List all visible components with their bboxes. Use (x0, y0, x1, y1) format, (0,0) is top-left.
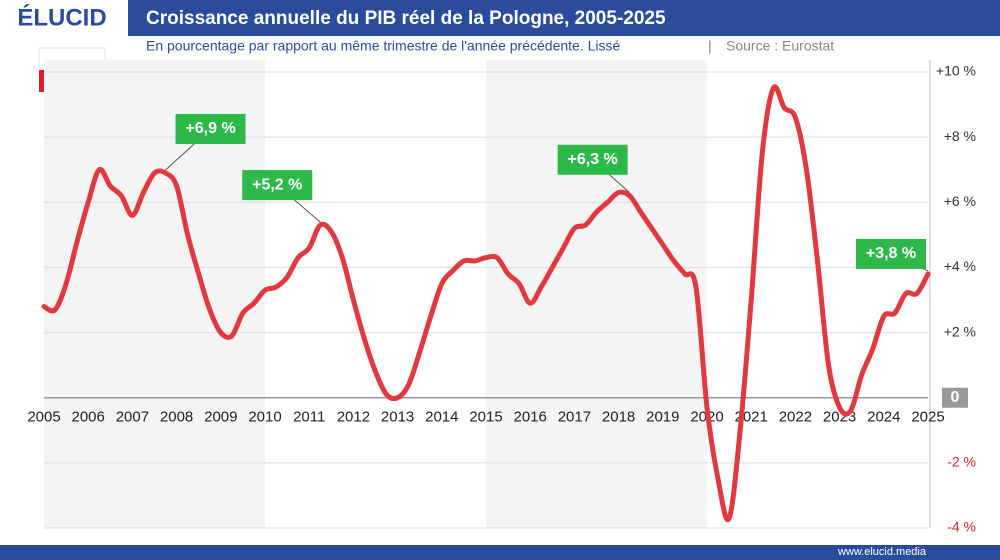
annotation-label: +5,2 % (252, 176, 302, 193)
x-tick-label: 2018 (602, 409, 635, 426)
logo-box (0, 0, 128, 36)
subtitle: En pourcentage par rapport au même trime… (146, 38, 620, 54)
x-tick-label: 2010 (248, 409, 281, 426)
x-tick-label: 2019 (646, 409, 679, 426)
y-tick-label: +8 % (944, 128, 976, 144)
x-tick-label: 2014 (425, 409, 458, 426)
y-tick-label: -2 % (947, 454, 976, 470)
x-tick-label: 2016 (514, 409, 547, 426)
logo: ÉLUCID (17, 3, 106, 31)
x-tick-label: 2009 (204, 409, 237, 426)
x-tick-label: 2025 (911, 409, 944, 426)
annotation-box (856, 238, 926, 269)
y-tick-label: +6 % (944, 193, 976, 209)
y-tick-label: +2 % (944, 323, 976, 339)
header-bar (0, 0, 1000, 36)
separator: | (708, 38, 712, 54)
x-tick-label: 2017 (558, 409, 591, 426)
x-tick-label: 2005 (27, 409, 60, 426)
zero-box (942, 387, 968, 408)
y-tick-label: +4 % (944, 258, 976, 274)
x-tick-label: 2012 (337, 409, 370, 426)
y-tick-label: -4 % (947, 519, 976, 535)
footer: www.elucid.media (837, 546, 927, 558)
annotation-label: +3,8 % (866, 245, 916, 262)
x-tick-label: 2006 (72, 409, 105, 426)
annotation-label: +6,9 % (185, 120, 235, 137)
x-tick-label: 2015 (469, 409, 502, 426)
annotation-box (242, 170, 313, 201)
x-tick-label: 2007 (116, 409, 149, 426)
x-tick-label: 2008 (160, 409, 193, 426)
footer-bar (0, 545, 1000, 560)
x-tick-label: 2022 (779, 409, 812, 426)
x-tick-label: 2024 (867, 409, 900, 426)
annotation-box (175, 113, 246, 144)
series-line (41, 84, 931, 523)
y-tick-label: 0 (951, 389, 960, 406)
annotation-box (557, 144, 628, 175)
x-tick-label: 2011 (293, 409, 325, 426)
y-tick-label: +10 % (936, 63, 976, 79)
annotation-label: +6,3 % (568, 151, 618, 168)
source: Source : Eurostat (726, 38, 834, 54)
chart-title: Croissance annuelle du PIB réel de la Po… (146, 8, 666, 29)
shaded-band (486, 60, 707, 528)
x-tick-label: 2013 (381, 409, 414, 426)
